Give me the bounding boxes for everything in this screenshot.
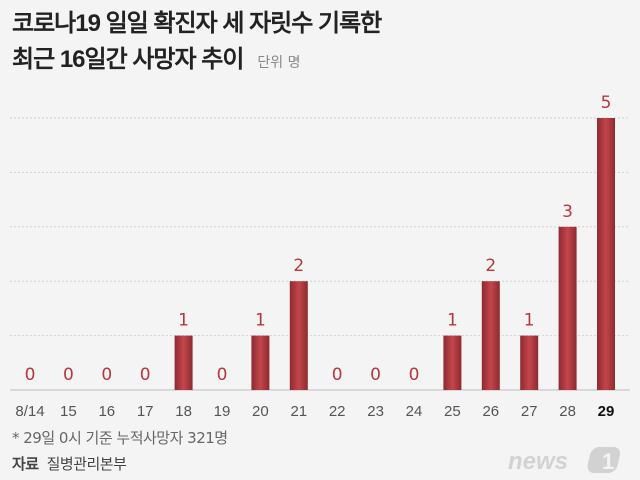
- source-label: 자료: [12, 455, 39, 473]
- x-tick-label: 25: [444, 403, 461, 420]
- chart-title-line-2: 최근 16일간 사망자 추이: [12, 46, 244, 73]
- x-tick-label: 28: [559, 403, 576, 420]
- x-tick-label: 19: [214, 403, 231, 420]
- data-label: 1: [178, 311, 189, 331]
- x-tick-label: 15: [60, 403, 77, 420]
- svg-text:news: news: [508, 448, 568, 475]
- data-label: 0: [63, 365, 74, 385]
- data-label: 2: [485, 256, 496, 276]
- bar: [481, 281, 500, 390]
- x-tick-label: 26: [482, 403, 499, 420]
- data-label: 1: [524, 311, 535, 331]
- bar: [597, 118, 615, 390]
- svg-text:1: 1: [602, 449, 614, 474]
- bar: [520, 335, 539, 390]
- bar: [251, 335, 270, 390]
- unit-label: 단위 명: [257, 55, 301, 71]
- x-tick-label: 8/14: [15, 403, 44, 420]
- source-name: 질병관리본부: [46, 455, 127, 473]
- x-tick-label: 21: [290, 403, 307, 420]
- chart-title-line-1: 코로나19 일일 확진자 세 자릿수 기록한: [12, 10, 382, 37]
- data-label: 0: [101, 365, 112, 385]
- x-tick-label: 20: [252, 403, 269, 420]
- data-label: 3: [562, 202, 573, 222]
- x-tick-label: 17: [137, 403, 154, 420]
- x-tick-label: 22: [329, 403, 346, 420]
- bar: [174, 335, 193, 390]
- data-label: 1: [447, 311, 458, 331]
- bar-chart: 08/1401501601711801912022102202302412522…: [10, 93, 630, 420]
- x-tick-label: 29: [598, 403, 615, 420]
- footnote: * 29일 0시 기준 누적사망자 321명: [12, 429, 228, 447]
- x-tick-label: 24: [406, 403, 423, 420]
- bar: [558, 226, 577, 390]
- chart-title-row-2: 최근 16일간 사망자 추이 단위 명: [12, 44, 381, 76]
- chart-header: 코로나19 일일 확진자 세 자릿수 기록한 최근 16일간 사망자 추이 단위…: [12, 8, 382, 76]
- x-tick-label: 18: [175, 403, 192, 420]
- data-label: 0: [25, 365, 36, 385]
- news1-logo: news 1: [508, 447, 621, 475]
- source-line: 자료 질병관리본부: [12, 454, 127, 474]
- data-label: 5: [601, 93, 612, 113]
- bar: [443, 335, 462, 390]
- data-label: 0: [409, 365, 420, 385]
- data-label: 0: [140, 365, 151, 385]
- data-label: 2: [293, 256, 304, 276]
- x-tick-label: 23: [367, 403, 384, 420]
- data-label: 0: [217, 365, 228, 385]
- x-tick-label: 16: [98, 403, 115, 420]
- bar: [289, 281, 308, 390]
- data-label: 0: [370, 365, 381, 385]
- data-label: 0: [332, 365, 343, 385]
- data-label: 1: [255, 311, 266, 331]
- x-tick-label: 27: [521, 403, 538, 420]
